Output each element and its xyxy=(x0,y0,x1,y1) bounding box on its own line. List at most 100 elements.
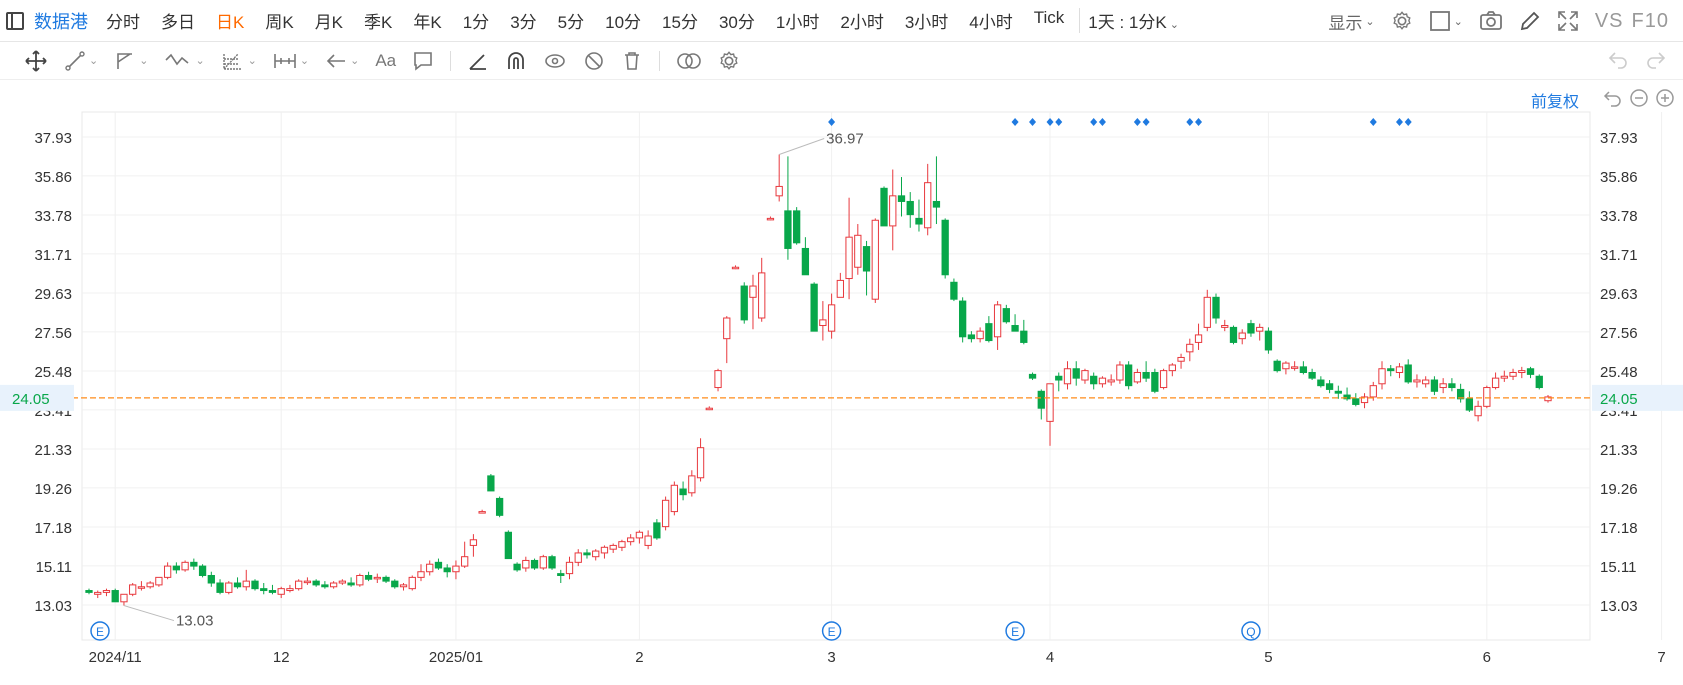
y-tick-right: 15.11 xyxy=(1600,559,1636,576)
candle-body xyxy=(1037,390,1045,409)
candle-body xyxy=(303,580,312,584)
candle-body xyxy=(897,195,906,202)
candle-body xyxy=(181,561,189,571)
candle-body xyxy=(967,334,976,340)
fullscreen-icon[interactable] xyxy=(1557,10,1579,32)
candle-body xyxy=(548,556,556,569)
tab-period-16[interactable]: 4小时 xyxy=(969,13,1013,32)
reset-icon[interactable] xyxy=(1603,88,1623,113)
event-badge xyxy=(90,621,110,641)
candle-body xyxy=(836,279,844,298)
zoom-out-icon[interactable] xyxy=(1629,88,1649,113)
candle-body xyxy=(1046,383,1054,422)
text-icon[interactable]: Aa xyxy=(375,50,397,70)
candle-body xyxy=(1439,383,1447,389)
candle-body xyxy=(251,580,259,590)
tab-period-14[interactable]: 2小时 xyxy=(840,13,884,32)
tab-period-0[interactable]: 分时 xyxy=(106,13,140,32)
comment-icon[interactable] xyxy=(412,50,434,72)
fib-icon[interactable]: ⌄ xyxy=(221,50,257,72)
display-dropdown[interactable]: 显示 ⌄ xyxy=(1328,13,1375,33)
candle-body xyxy=(338,580,347,584)
tab-period-1[interactable]: 多日 xyxy=(161,13,195,32)
low-annotation: 13.03 xyxy=(176,613,214,630)
candle-body xyxy=(1256,326,1264,332)
tab-period-12[interactable]: 30分 xyxy=(718,13,755,32)
candle-body xyxy=(478,511,486,514)
redo-icon[interactable] xyxy=(1645,48,1667,75)
undo-icon[interactable] xyxy=(1607,48,1629,75)
candle-body xyxy=(286,588,294,592)
last-price-label-left: 24.05 xyxy=(12,391,50,408)
candle-body xyxy=(758,272,766,319)
zoom-in-icon[interactable] xyxy=(1655,88,1675,113)
measure-icon[interactable]: ⌄ xyxy=(273,50,309,72)
right-tools: 显示 ⌄ ⌄ VS F10 xyxy=(1328,0,1683,42)
candle-body xyxy=(277,588,285,595)
tab-period-3[interactable]: 周K xyxy=(265,13,294,32)
candle-body xyxy=(1413,379,1421,383)
magnet-icon[interactable] xyxy=(505,50,527,72)
tab-period-6[interactable]: 年K xyxy=(413,13,442,32)
angle-icon[interactable] xyxy=(467,50,489,72)
y-tick-left: 31.71 xyxy=(34,247,72,264)
candle-body xyxy=(565,561,574,575)
f10-button[interactable]: F10 xyxy=(1631,9,1669,32)
tab-period-11[interactable]: 15分 xyxy=(662,13,698,32)
tab-period-15[interactable]: 3小时 xyxy=(904,13,949,32)
panel-toggle-icon[interactable] xyxy=(6,11,24,30)
settings-icon[interactable] xyxy=(718,50,740,72)
tab-period-17[interactable]: Tick xyxy=(1033,8,1065,27)
channel-icon[interactable]: ⌄ xyxy=(114,50,148,72)
y-tick-right: 29.63 xyxy=(1600,286,1638,303)
y-tick-right: 21.33 xyxy=(1600,442,1638,459)
candle-body xyxy=(120,593,128,603)
candle-body xyxy=(1264,330,1273,351)
camera-icon[interactable] xyxy=(1479,10,1503,32)
period-combo-select[interactable]: 1天 : 1分K ⌄ xyxy=(1079,8,1179,33)
tab-period-10[interactable]: 10分 xyxy=(605,13,642,32)
candle-body xyxy=(1465,398,1474,411)
tab-period-13[interactable]: 1小时 xyxy=(775,13,820,32)
y-tick-right: 27.56 xyxy=(1600,325,1638,342)
candle-body xyxy=(1142,372,1150,379)
candlestick-chart[interactable]: 37.93 37.93 35.86 35.86 33.78 33.78 31.71 31.71… xyxy=(0,80,1683,685)
compare-icon[interactable] xyxy=(676,50,702,72)
stock-name[interactable]: 数据港 xyxy=(34,11,88,32)
period-tabs: 分时 多日 日K 周K 月K 季K 年K 1分 3分 5分 10分 15分 30分 1小时 2小时 3小时 4小… xyxy=(106,8,1085,33)
tab-period-5[interactable]: 季K xyxy=(364,13,393,32)
candle-body xyxy=(941,219,949,276)
adjust-mode-button[interactable]: 前复权 xyxy=(1530,94,1579,111)
line-icon[interactable]: ⌄ xyxy=(64,50,98,72)
move-icon[interactable] xyxy=(24,49,48,73)
candle-body xyxy=(1002,308,1010,323)
pencil-icon[interactable] xyxy=(1519,10,1541,32)
tab-period-9[interactable]: 5分 xyxy=(557,13,585,32)
arrow-icon[interactable]: ⌄ xyxy=(325,50,359,72)
gear-icon[interactable] xyxy=(1391,10,1413,32)
candle-body xyxy=(819,319,827,327)
candle-body xyxy=(574,552,582,563)
trash-icon[interactable] xyxy=(621,50,643,72)
tab-period-8[interactable]: 3分 xyxy=(510,13,537,32)
tab-period-2[interactable]: 日K xyxy=(216,13,245,32)
candle-body xyxy=(1491,377,1500,389)
event-badge xyxy=(1241,621,1261,641)
tab-period-7[interactable]: 1分 xyxy=(462,13,490,32)
eye-lock-icon[interactable] xyxy=(543,50,567,72)
wave-icon[interactable]: ⌄ xyxy=(164,50,205,72)
y-tick-left: 17.18 xyxy=(34,520,72,537)
layout-square-icon[interactable]: ⌄ xyxy=(1429,10,1463,32)
tab-period-4[interactable]: 月K xyxy=(314,13,344,32)
vs-button[interactable]: VS xyxy=(1594,9,1624,32)
candle-body xyxy=(932,200,941,208)
hide-icon[interactable] xyxy=(583,50,605,72)
event-badge-label: E xyxy=(1011,625,1019,639)
candle-body xyxy=(443,567,451,573)
high-annotation-leader xyxy=(779,138,825,155)
candle-body xyxy=(1055,375,1063,381)
y-tick-right: 17.18 xyxy=(1600,520,1638,537)
last-price-box-left xyxy=(0,384,74,411)
candle-body xyxy=(399,584,408,588)
event-diamond-marker xyxy=(1098,118,1106,126)
